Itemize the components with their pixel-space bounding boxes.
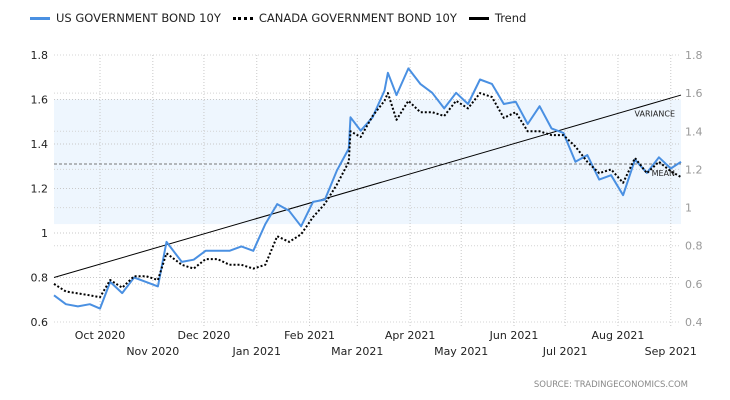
us-bond-line (53, 67, 682, 310)
x-tick-label: Jan 2021 (232, 345, 281, 358)
right-tick-label: 0.6 (685, 278, 703, 291)
left-tick-label: 1.8 (31, 49, 49, 62)
left-tick-label: 1.4 (31, 138, 49, 151)
right-tick-label: 1.4 (685, 125, 703, 138)
source-label: SOURCE: TRADINGECONOMICS.COM (534, 380, 688, 390)
x-tick-label: Apr 2021 (385, 329, 436, 342)
legend-label: Trend (494, 11, 527, 25)
legend-item-canada[interactable]: CANADA GOVERNMENT BOND 10Y (232, 11, 457, 25)
mean-label: MEAN (652, 169, 675, 178)
right-tick-label: 1.8 (685, 49, 703, 62)
legend-label: US GOVERNMENT BOND 10Y (56, 11, 221, 25)
x-tick-label: Sep 2021 (645, 345, 697, 358)
right-tick-label: 1 (685, 202, 692, 215)
x-tick-label: Jun 2021 (489, 329, 539, 342)
left-tick-label: 0.8 (31, 272, 49, 285)
trend-line (53, 94, 682, 278)
legend: US GOVERNMENT BOND 10Y CANADA GOVERNMENT… (30, 11, 538, 25)
x-tick-label: Jul 2021 (542, 345, 588, 358)
left-tick-label: 1.2 (31, 183, 49, 196)
x-tick-label: Dec 2020 (178, 329, 231, 342)
legend-item-trend[interactable]: Trend (468, 11, 527, 25)
left-tick-label: 1 (41, 227, 48, 240)
x-tick-label: Oct 2020 (75, 329, 126, 342)
right-tick-label: 0.4 (685, 316, 703, 329)
x-tick-label: Feb 2021 (284, 329, 335, 342)
left-tick-label: 1.6 (31, 94, 49, 107)
trend-swatch (468, 16, 489, 20)
canada-swatch (232, 16, 253, 20)
left-tick-label: 0.6 (31, 316, 49, 329)
x-tick-label: Mar 2021 (331, 345, 383, 358)
canada-bond-line (53, 92, 682, 299)
right-tick-label: 1.2 (685, 163, 703, 176)
right-tick-label: 1.6 (685, 87, 703, 100)
x-tick-label: Nov 2020 (126, 345, 179, 358)
us-swatch (30, 16, 50, 20)
legend-item-us[interactable]: US GOVERNMENT BOND 10Y (30, 11, 221, 25)
right-tick-label: 0.8 (685, 240, 703, 253)
x-tick-label: May 2021 (434, 345, 488, 358)
legend-label: CANADA GOVERNMENT BOND 10Y (258, 11, 457, 25)
x-tick-label: Aug 2021 (591, 329, 644, 342)
variance-label: VARIANCE (635, 110, 675, 119)
